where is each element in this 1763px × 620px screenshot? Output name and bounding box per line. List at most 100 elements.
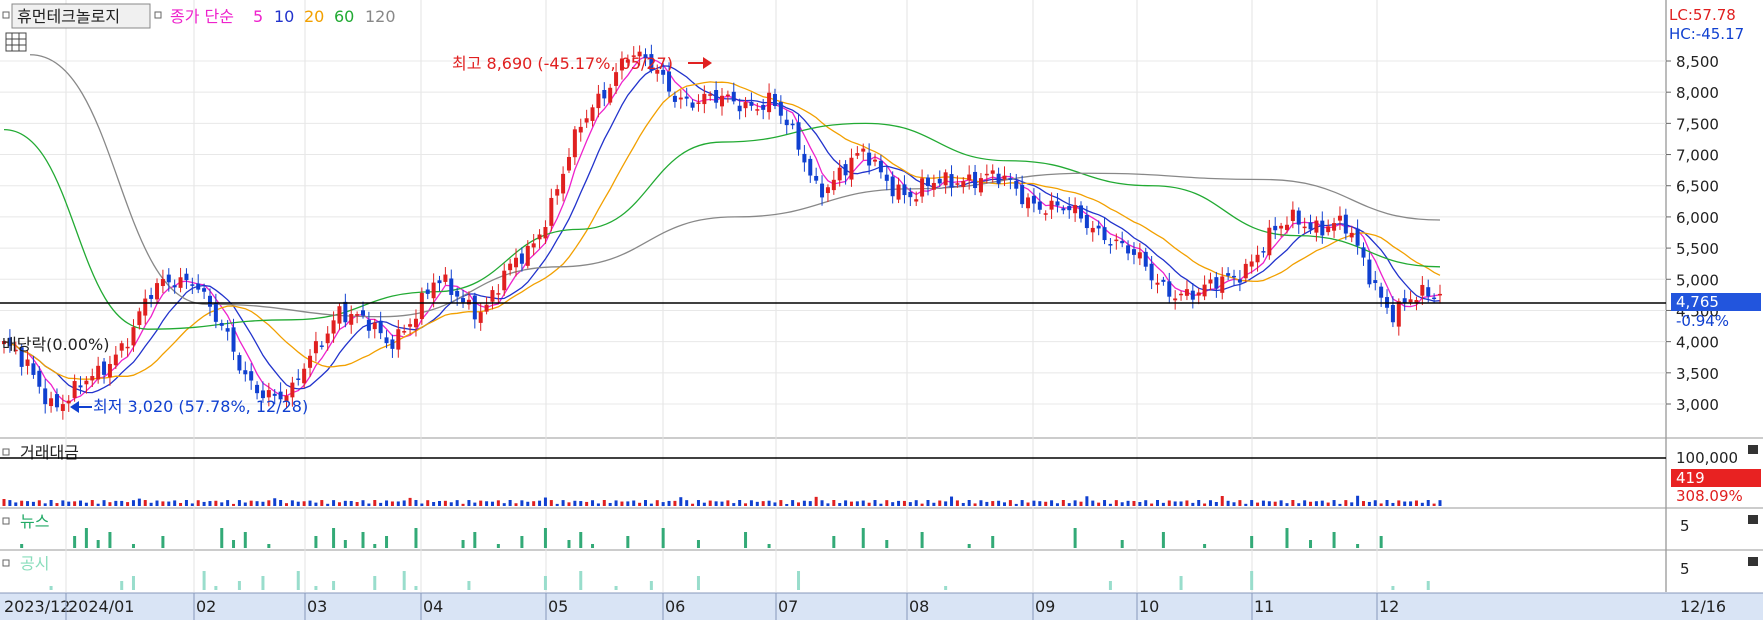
volume-change-pct: 308.09% <box>1676 487 1743 505</box>
candle-body <box>408 324 413 327</box>
candle-body <box>331 320 336 334</box>
candle-body <box>878 160 883 173</box>
disclosure-bar <box>579 571 583 590</box>
volume-bar <box>1203 503 1207 506</box>
news-bar <box>920 532 924 548</box>
candle-body <box>1261 251 1266 253</box>
panel-close-icon[interactable] <box>1748 445 1758 454</box>
x-axis-label: 11 <box>1254 597 1274 616</box>
volume-bar <box>114 500 118 506</box>
panel-square-icon <box>2 559 10 567</box>
news-bar <box>543 528 547 548</box>
news-bar <box>1073 528 1077 548</box>
volume-bar <box>826 503 830 506</box>
candle-body <box>1049 200 1054 210</box>
volume-bar <box>320 500 324 506</box>
volume-bar <box>20 500 24 506</box>
volume-bar <box>1367 501 1371 506</box>
candle-body <box>731 91 736 102</box>
news-bar <box>232 540 236 548</box>
panel-close-icon[interactable] <box>1748 557 1758 566</box>
volume-bar <box>67 501 71 506</box>
news-bar <box>991 536 995 548</box>
y-tick-label: 3,500 <box>1676 365 1719 383</box>
news-bar <box>1379 536 1383 548</box>
candle-body <box>990 170 995 174</box>
volume-bar <box>1103 500 1107 506</box>
candle-body <box>1126 245 1131 254</box>
disclosure-bar <box>797 571 801 590</box>
candle-body <box>672 95 677 102</box>
candle-body <box>955 183 960 185</box>
candle-body <box>867 152 872 166</box>
candle-body <box>702 93 707 105</box>
news-bar <box>767 544 771 548</box>
disclosure-bar <box>543 576 547 590</box>
candle-body <box>1273 225 1278 231</box>
candle-body <box>1367 259 1372 285</box>
x-axis-label: 03 <box>307 597 327 616</box>
disclosure-bar <box>614 586 618 590</box>
volume-bar <box>1326 502 1330 506</box>
candle-body <box>190 284 195 286</box>
volume-bar <box>61 500 65 506</box>
volume-bar <box>1150 503 1154 506</box>
table-icon[interactable] <box>5 32 27 52</box>
volume-bar <box>1197 500 1201 506</box>
candle-body <box>831 179 836 191</box>
candle-body <box>937 178 942 184</box>
x-axis-label: 12 <box>1379 597 1399 616</box>
candle-body <box>784 119 789 126</box>
volume-bar <box>802 500 806 506</box>
volume-bar <box>402 500 406 506</box>
volume-bar <box>685 500 689 506</box>
news-bar <box>461 540 465 548</box>
panel-close-icon[interactable] <box>1748 515 1758 524</box>
disclosure-bar <box>120 581 124 590</box>
volume-bar <box>102 500 106 506</box>
ma-60-line <box>3 122 1441 330</box>
ma-20-line <box>3 81 1441 380</box>
volume-bar <box>543 497 547 506</box>
ma-60-label: 60 <box>334 7 354 26</box>
volume-bar <box>797 502 801 506</box>
candle-body <box>102 361 107 375</box>
candle-body <box>743 102 748 109</box>
volume-bar <box>961 502 965 506</box>
volume-bar <box>1332 500 1336 506</box>
news-bar <box>496 544 500 548</box>
candle-body <box>1096 225 1101 229</box>
candle-body <box>678 97 683 100</box>
volume-bar <box>49 500 53 506</box>
candle-body <box>608 87 613 103</box>
stock-name-box[interactable] <box>11 3 151 29</box>
candle-body <box>325 333 330 344</box>
candle-body <box>820 183 825 198</box>
volume-bar <box>938 500 942 506</box>
volume-bar <box>279 500 283 506</box>
volume-bar <box>714 501 718 506</box>
volume-bar <box>1073 500 1077 506</box>
current-price: 4,765 <box>1676 293 1719 311</box>
volume-bar <box>479 500 483 506</box>
candle-body <box>1008 178 1013 180</box>
volume-bar <box>267 500 271 506</box>
y-tick-label: 3,000 <box>1676 396 1719 414</box>
news-bar <box>861 528 865 548</box>
candle-body <box>1208 279 1213 284</box>
candle-body <box>437 280 442 284</box>
candle-body <box>625 59 630 63</box>
candle-body <box>1267 227 1272 256</box>
volume-bar <box>855 501 859 506</box>
candle-body <box>7 337 12 347</box>
candle-body <box>484 304 489 312</box>
volume-bar <box>791 500 795 506</box>
lc-label: LC:57.78 <box>1669 6 1736 24</box>
candle-body <box>172 285 177 288</box>
candle-body <box>1408 299 1413 303</box>
volume-bar <box>749 500 753 506</box>
candle-body <box>1102 227 1107 241</box>
candle-body <box>349 313 354 325</box>
candle-body <box>60 404 65 411</box>
